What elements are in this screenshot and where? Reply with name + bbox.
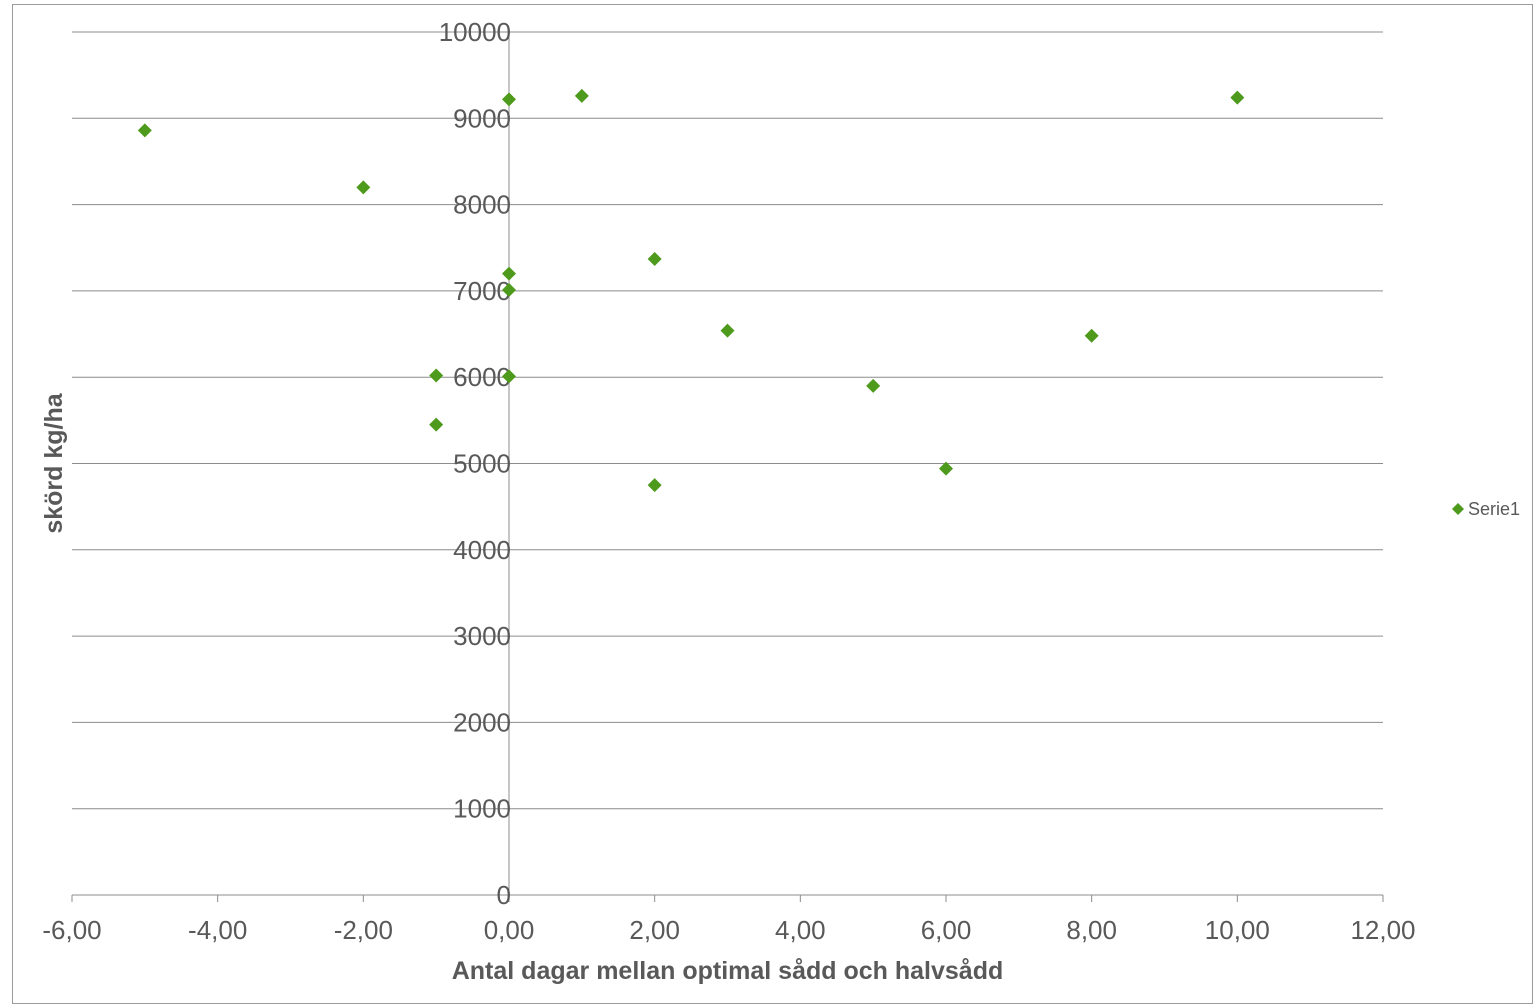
x-axis-title: Antal dagar mellan optimal sådd och halv… xyxy=(452,957,1004,985)
data-point[interactable] xyxy=(429,417,444,432)
y-tick-label: 0 xyxy=(497,880,511,910)
y-tick-label: 2000 xyxy=(453,707,511,737)
y-tick-label: 9000 xyxy=(453,103,511,133)
data-point[interactable] xyxy=(647,251,662,266)
y-tick-labels: 0 1000 2000 3000 4000 5000 6000 7000 8000 9000 100… xyxy=(439,17,511,910)
data-point[interactable] xyxy=(1084,328,1099,343)
y-tick-label: 8000 xyxy=(453,190,511,220)
data-point[interactable] xyxy=(939,461,953,476)
x-tick-label: 6,00 xyxy=(921,915,972,945)
data-point[interactable] xyxy=(574,88,589,103)
data-points xyxy=(137,88,1245,493)
x-tick-label: 0,00 xyxy=(484,915,535,945)
data-point[interactable] xyxy=(502,266,516,281)
x-tick-label: -6,00 xyxy=(42,915,101,945)
data-point[interactable] xyxy=(429,368,444,383)
y-tick-label: 4000 xyxy=(453,535,511,565)
x-tick-labels: -6,00 -4,00 -2,00 0,00 2,00 4,00 6,00 8,00 10,00… xyxy=(42,915,1415,945)
data-point[interactable] xyxy=(356,180,371,195)
y-tick-label: 1000 xyxy=(453,794,511,824)
x-tick-label: 4,00 xyxy=(775,915,826,945)
axes xyxy=(71,31,1384,902)
legend-marker xyxy=(1452,503,1464,515)
y-tick-label: 10000 xyxy=(439,17,511,47)
x-tick-label: 2,00 xyxy=(629,915,680,945)
data-point[interactable] xyxy=(502,283,516,298)
y-axis-title: skörd kg/ha xyxy=(40,392,68,533)
legend-label-serie1[interactable]: Serie1 xyxy=(1468,499,1520,519)
x-tick-label: 8,00 xyxy=(1066,915,1117,945)
x-tick-label: 10,00 xyxy=(1205,915,1270,945)
data-point[interactable] xyxy=(866,378,881,393)
data-point[interactable] xyxy=(502,369,516,384)
y-tick-label: 7000 xyxy=(453,276,511,306)
data-point[interactable] xyxy=(1230,90,1245,105)
x-tick-label: -4,00 xyxy=(188,915,247,945)
x-tick-label: -2,00 xyxy=(334,915,393,945)
data-point[interactable] xyxy=(502,92,516,107)
y-tick-label: 5000 xyxy=(453,449,511,479)
y-tick-label: 3000 xyxy=(453,621,511,651)
x-tick-label: 12,00 xyxy=(1350,915,1415,945)
chart-frame xyxy=(12,4,1533,1004)
data-point[interactable] xyxy=(647,478,662,493)
y-tick-label: 6000 xyxy=(453,362,511,392)
gridlines xyxy=(72,31,1383,810)
legend: Serie1 xyxy=(1452,499,1520,519)
data-point[interactable] xyxy=(137,123,152,138)
data-point[interactable] xyxy=(720,323,735,338)
